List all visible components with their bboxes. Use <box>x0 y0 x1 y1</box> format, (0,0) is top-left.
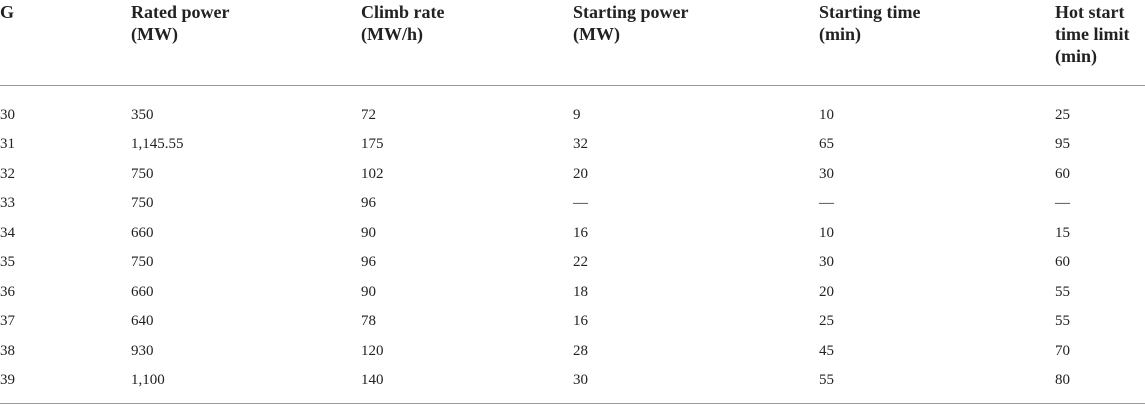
header-rated-power: Rated power (MW) <box>131 0 361 86</box>
cell-climb-rate: 96 <box>361 254 376 271</box>
cell-rated-power: 750 <box>131 254 154 271</box>
cell-climb-rate: 90 <box>361 283 376 300</box>
table-bottom-rule <box>0 403 1145 404</box>
cell-starting-time: 25 <box>819 313 834 330</box>
table-row: 35 750 96 22 30 60 <box>0 248 1145 278</box>
cell-hot-start-time-limit: 15 <box>1055 224 1070 241</box>
cell-climb-rate: 72 <box>361 106 376 123</box>
cell-hot-start-time-limit: 95 <box>1055 136 1070 153</box>
cell-rated-power: 640 <box>131 313 154 330</box>
header-generator: G <box>0 0 131 86</box>
cell-hot-start-time-limit: 60 <box>1055 254 1070 271</box>
cell-starting-time: 55 <box>819 372 834 389</box>
table-row: 34 660 90 16 10 15 <box>0 218 1145 248</box>
table-row: 36 660 90 18 20 55 <box>0 277 1145 307</box>
cell-hot-start-time-limit: 55 <box>1055 283 1070 300</box>
cell-starting-power: 16 <box>573 313 588 330</box>
cell-climb-rate: 96 <box>361 195 376 212</box>
table-body: 30 350 72 9 10 25 31 1,145.55 175 32 65 95 32 750 102 2… <box>0 86 1145 402</box>
cell-generator: 37 <box>0 313 15 330</box>
header-row: G Rated power (MW) Climb rate (MW/h) Sta… <box>0 0 1145 86</box>
header-starting-power: Starting power (MW) <box>573 0 819 86</box>
cell-starting-time: 65 <box>819 136 834 153</box>
cell-starting-power: — <box>573 195 588 212</box>
cell-starting-time: 10 <box>819 106 834 123</box>
cell-starting-power: 22 <box>573 254 588 271</box>
cell-climb-rate: 90 <box>361 224 376 241</box>
cell-starting-time: — <box>819 195 834 212</box>
cell-generator: 30 <box>0 106 15 123</box>
cell-hot-start-time-limit: 70 <box>1055 342 1070 359</box>
table-row: 39 1,100 140 30 55 80 <box>0 366 1145 402</box>
table-row: 37 640 78 16 25 55 <box>0 307 1145 337</box>
cell-rated-power: 1,145.55 <box>131 136 184 153</box>
cell-starting-power: 16 <box>573 224 588 241</box>
cell-climb-rate: 78 <box>361 313 376 330</box>
cell-rated-power: 350 <box>131 106 154 123</box>
cell-rated-power: 1,100 <box>131 372 165 389</box>
cell-hot-start-time-limit: 55 <box>1055 313 1070 330</box>
cell-starting-time: 45 <box>819 342 834 359</box>
cell-generator: 36 <box>0 283 15 300</box>
table-row: 30 350 72 9 10 25 <box>0 86 1145 130</box>
cell-climb-rate: 140 <box>361 372 384 389</box>
cell-starting-time: 30 <box>819 165 834 182</box>
cell-starting-power: 28 <box>573 342 588 359</box>
cell-starting-time: 10 <box>819 224 834 241</box>
cell-rated-power: 660 <box>131 283 154 300</box>
cell-starting-power: 32 <box>573 136 588 153</box>
cell-starting-power: 9 <box>573 106 581 123</box>
cell-hot-start-time-limit: — <box>1055 195 1070 212</box>
table-row: 33 750 96 — — — <box>0 189 1145 219</box>
cell-hot-start-time-limit: 25 <box>1055 106 1070 123</box>
cell-starting-power: 30 <box>573 372 588 389</box>
cell-rated-power: 750 <box>131 195 154 212</box>
header-hot-start-time-limit: Hot start time limit (min) <box>1055 0 1145 86</box>
cell-rated-power: 930 <box>131 342 154 359</box>
table-header: G Rated power (MW) Climb rate (MW/h) Sta… <box>0 0 1145 86</box>
cell-generator: 33 <box>0 195 15 212</box>
cell-hot-start-time-limit: 60 <box>1055 165 1070 182</box>
table-row: 32 750 102 20 30 60 <box>0 159 1145 189</box>
cell-generator: 35 <box>0 254 15 271</box>
cell-starting-power: 20 <box>573 165 588 182</box>
cell-generator: 39 <box>0 372 15 389</box>
cell-starting-power: 18 <box>573 283 588 300</box>
cell-rated-power: 660 <box>131 224 154 241</box>
cell-hot-start-time-limit: 80 <box>1055 372 1070 389</box>
cell-climb-rate: 175 <box>361 136 384 153</box>
cell-rated-power: 750 <box>131 165 154 182</box>
cell-climb-rate: 102 <box>361 165 384 182</box>
cell-generator: 38 <box>0 342 15 359</box>
table-row: 31 1,145.55 175 32 65 95 <box>0 130 1145 160</box>
table-row: 38 930 120 28 45 70 <box>0 336 1145 366</box>
header-starting-time: Starting time (min) <box>819 0 1055 86</box>
header-climb-rate: Climb rate (MW/h) <box>361 0 573 86</box>
cell-climb-rate: 120 <box>361 342 384 359</box>
cell-starting-time: 20 <box>819 283 834 300</box>
cell-generator: 34 <box>0 224 15 241</box>
cell-generator: 32 <box>0 165 15 182</box>
cell-generator: 31 <box>0 136 15 153</box>
cell-starting-time: 30 <box>819 254 834 271</box>
